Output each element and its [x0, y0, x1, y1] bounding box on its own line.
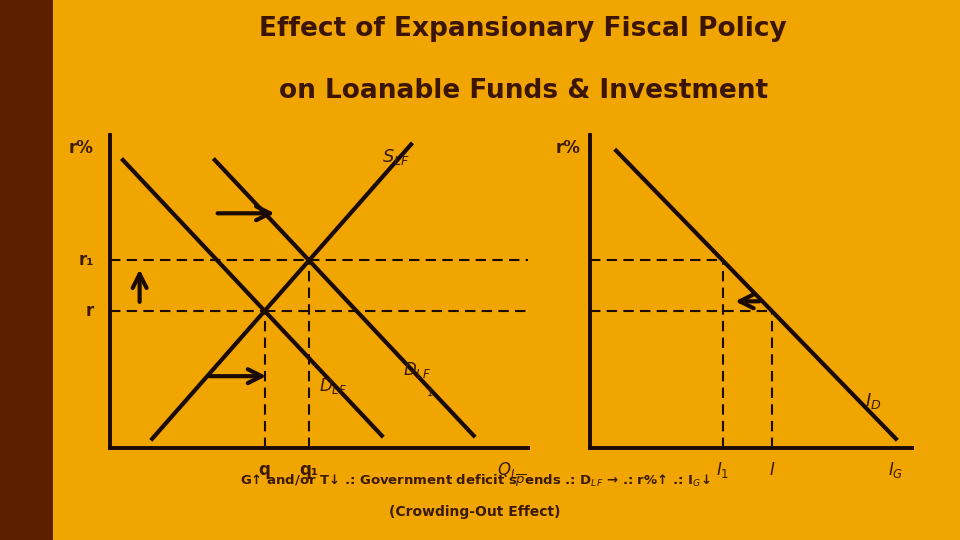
Text: $_1$: $_1$ — [425, 385, 433, 399]
Text: r%: r% — [556, 139, 581, 157]
Text: $D_{LF}$: $D_{LF}$ — [319, 375, 348, 396]
Text: $I$: $I$ — [769, 461, 775, 479]
Text: r: r — [85, 302, 94, 320]
Text: $S_{LF}$: $S_{LF}$ — [382, 147, 410, 167]
Text: r%: r% — [69, 139, 94, 157]
Text: on Loanable Funds & Investment: on Loanable Funds & Investment — [278, 78, 768, 104]
Text: (Crowding-Out Effect): (Crowding-Out Effect) — [390, 505, 561, 519]
Text: $I_G$: $I_G$ — [888, 460, 903, 480]
Text: $I_D$: $I_D$ — [865, 391, 881, 411]
Text: r₁: r₁ — [78, 252, 94, 269]
Text: q: q — [258, 461, 271, 479]
Text: $I_1$: $I_1$ — [716, 460, 730, 480]
Text: Effect of Expansionary Fiscal Policy: Effect of Expansionary Fiscal Policy — [259, 16, 787, 42]
Text: q₁: q₁ — [300, 461, 319, 479]
Text: G↑ and/or T↓ .: Government deficit s$\overline{p}$ends .: D$_{LF}$ → .: r%↑ .: I: G↑ and/or T↓ .: Government deficit s$\ov… — [240, 472, 710, 489]
Text: $D_{LF}$: $D_{LF}$ — [403, 360, 431, 380]
Text: $Q_L$: $Q_L$ — [496, 460, 517, 480]
